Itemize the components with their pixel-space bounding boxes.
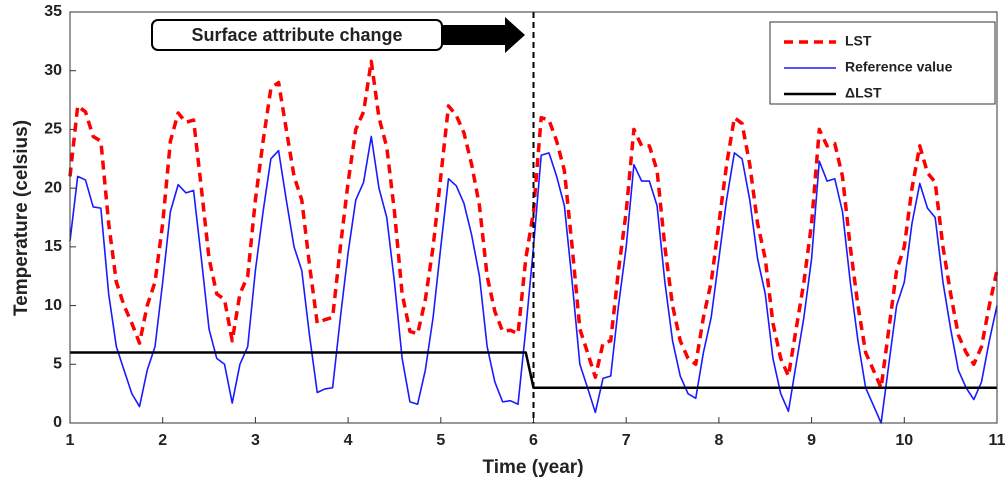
x-tick-label: 7 — [622, 432, 631, 449]
legend-label: ΔLST — [845, 85, 882, 101]
x-tick-label: 5 — [436, 432, 445, 449]
x-tick-label: 11 — [989, 432, 1006, 449]
y-tick-label: 10 — [44, 297, 62, 314]
legend-box — [769, 21, 996, 105]
annotation-arrow — [442, 17, 525, 53]
y-tick-label: 15 — [44, 238, 62, 255]
y-axis-title: Temperature (celsius) — [11, 120, 32, 316]
x-tick-label: 2 — [158, 432, 167, 449]
y-tick-label: 0 — [53, 414, 62, 431]
x-tick-label: 10 — [895, 432, 913, 449]
y-tick-label: 20 — [44, 179, 62, 196]
x-tick-label: 9 — [807, 432, 816, 449]
x-tick-label: 8 — [714, 432, 723, 449]
x-axis-title: Time (year) — [482, 457, 583, 478]
y-tick-label: 35 — [44, 3, 62, 20]
legend-label: Reference value — [845, 59, 953, 75]
plot-marks — [68, 11, 999, 424]
y-tick-label: 30 — [44, 62, 62, 79]
x-tick-label: 1 — [66, 432, 75, 449]
series-line — [68, 59, 999, 390]
legend-label: LST — [845, 33, 872, 49]
annotation-text: Surface attribute change — [191, 25, 402, 45]
y-tick-label: 5 — [53, 356, 62, 373]
x-tick-label: 4 — [344, 432, 353, 449]
series-line — [69, 135, 998, 424]
x-tick-label: 6 — [529, 432, 538, 449]
x-tick-label: 3 — [251, 432, 260, 449]
plot-frame — [69, 11, 998, 424]
y-tick-label: 25 — [44, 121, 62, 138]
